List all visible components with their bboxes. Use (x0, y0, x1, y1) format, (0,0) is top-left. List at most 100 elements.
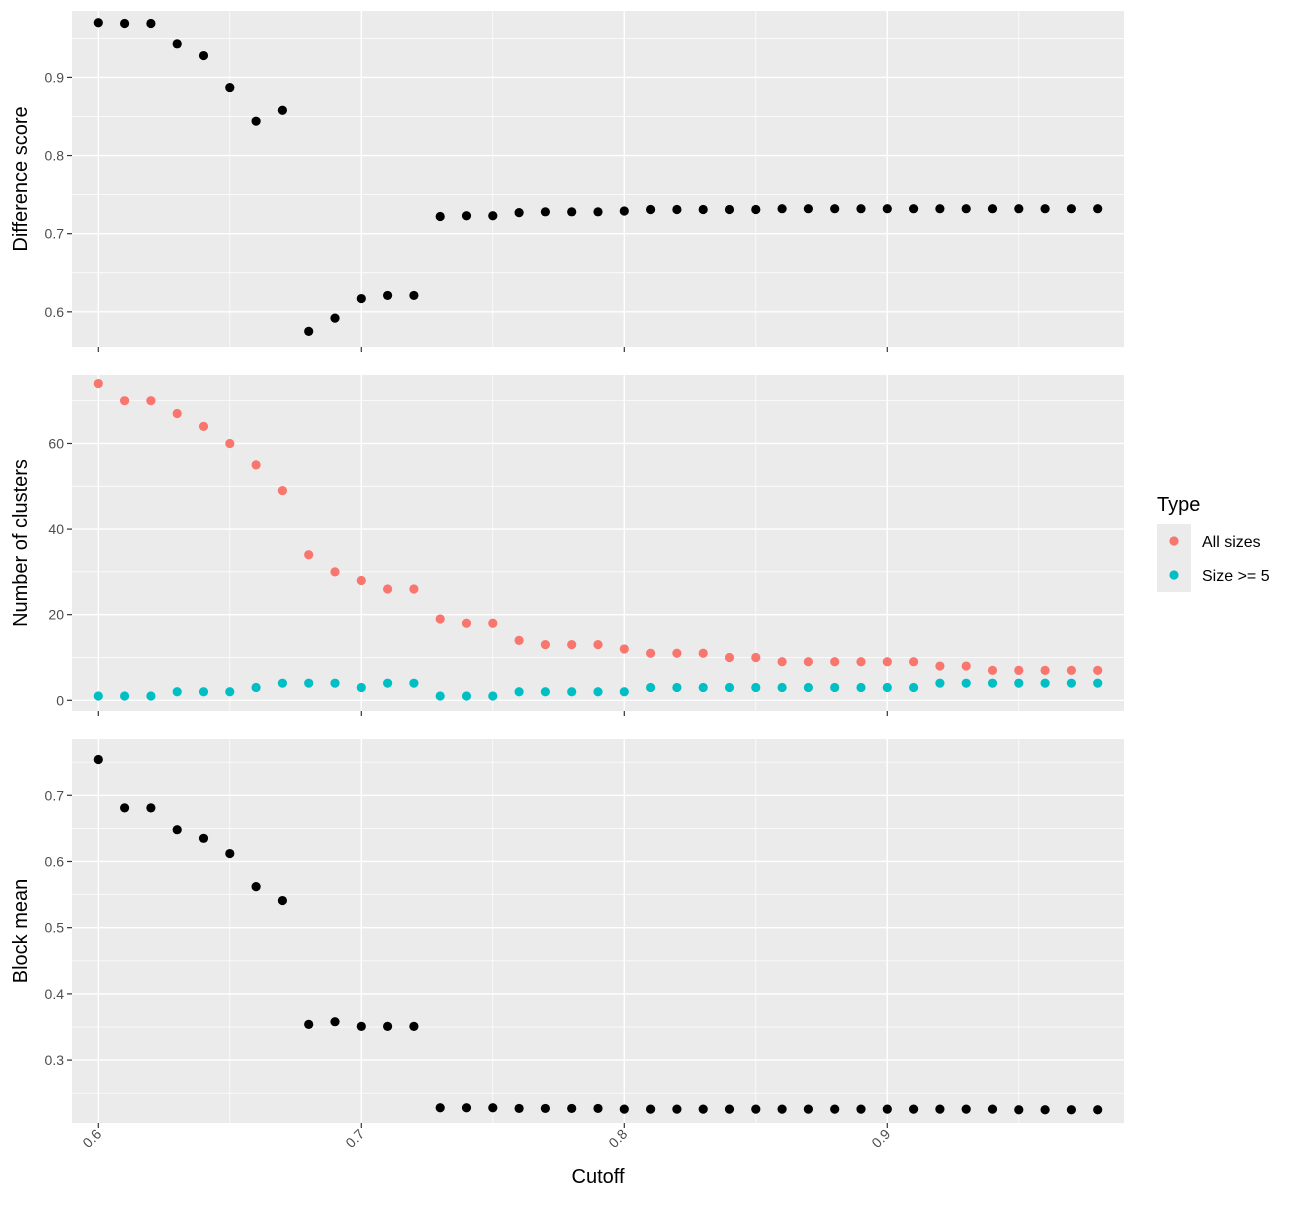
data-point (330, 313, 340, 323)
data-point (593, 1103, 603, 1114)
x-axis-title: Cutoff (572, 1166, 625, 1188)
data-point (961, 1104, 971, 1114)
panel-background (72, 739, 1124, 1123)
data-point (646, 648, 656, 658)
data-point (724, 204, 735, 215)
data-point (961, 678, 971, 688)
y-axis-title: Difference score (10, 106, 32, 251)
y-tick-label: 0 (56, 692, 64, 708)
data-point (304, 678, 314, 688)
data-point (935, 204, 945, 214)
data-point (277, 678, 287, 688)
data-point (461, 691, 472, 701)
data-point (619, 206, 629, 216)
data-point (409, 678, 419, 688)
data-point (435, 1103, 445, 1113)
data-point (93, 18, 103, 28)
data-point (751, 682, 761, 693)
data-point (1040, 204, 1050, 214)
data-point (330, 567, 340, 577)
data-point (304, 1019, 314, 1029)
legend-entry-label: All sizes (1202, 534, 1261, 551)
y-tick-label: 0.9 (45, 69, 65, 85)
data-point (1066, 1105, 1076, 1115)
data-point (830, 682, 840, 693)
data-point (987, 665, 998, 675)
data-point (1014, 1105, 1024, 1115)
legend: Type All sizes Size >= 5 (1157, 494, 1270, 592)
data-point (356, 575, 366, 586)
data-point (120, 396, 130, 406)
data-point (830, 1104, 840, 1114)
data-point (1040, 665, 1050, 675)
data-point (567, 1103, 577, 1114)
data-point (751, 204, 761, 215)
data-point (672, 204, 682, 215)
data-point (251, 116, 261, 126)
y-tick-label: 20 (48, 607, 64, 623)
data-point (383, 584, 393, 594)
data-point (540, 1103, 551, 1114)
data-point (646, 1104, 656, 1114)
data-point (277, 105, 287, 115)
data-point (304, 550, 314, 560)
data-point (198, 687, 209, 697)
y-tick-label: 60 (48, 435, 64, 451)
data-point (1093, 204, 1103, 214)
data-point (856, 204, 866, 214)
data-point (882, 657, 892, 667)
data-point (724, 682, 735, 693)
data-point (1040, 1105, 1050, 1115)
data-point (198, 421, 209, 431)
data-point (751, 1104, 761, 1114)
x-tick-label: 0.6 (79, 1126, 104, 1151)
data-point (909, 682, 919, 693)
data-point (225, 687, 235, 697)
data-point (593, 640, 603, 650)
data-point (198, 50, 209, 61)
y-tick-label: 40 (48, 521, 64, 537)
data-point (619, 1104, 629, 1114)
data-point (540, 207, 551, 217)
data-point (751, 652, 761, 663)
data-point (672, 1104, 682, 1114)
data-point (356, 1021, 366, 1031)
data-point (383, 678, 393, 688)
x-tick-label: 0.9 (868, 1126, 893, 1151)
y-tick-label: 0.7 (45, 787, 65, 803)
panel-background (72, 375, 1124, 711)
data-point (514, 635, 524, 645)
data-point (1093, 678, 1103, 688)
data-point (646, 204, 656, 215)
data-point (619, 687, 629, 697)
panel-3: 0.3 0.4 0.5 0.6 0.7 0.6 0.7 0.8 0.9 Block mean Cut… (10, 739, 1124, 1188)
data-point (1014, 665, 1024, 675)
data-point (251, 682, 261, 693)
data-point (120, 691, 130, 701)
data-point (1093, 1105, 1103, 1115)
series-size-5 (93, 678, 1103, 701)
data-point (514, 687, 524, 697)
data-point (777, 682, 787, 693)
data-point (330, 678, 340, 688)
data-point (1066, 665, 1076, 675)
data-point (593, 207, 603, 217)
data-point (935, 1104, 945, 1114)
data-point (356, 293, 366, 304)
data-point (803, 1104, 814, 1114)
data-point (93, 691, 103, 701)
data-point (698, 648, 708, 658)
data-point (646, 682, 656, 693)
data-point (146, 18, 156, 29)
data-point (383, 1021, 393, 1031)
data-point (120, 18, 130, 29)
data-point (356, 682, 366, 693)
data-point (1040, 678, 1050, 688)
data-point (409, 1021, 419, 1031)
data-point (225, 82, 235, 93)
data-point (488, 691, 498, 701)
y-tick-label: 0.5 (45, 920, 65, 936)
data-point (540, 687, 551, 697)
data-point (777, 204, 787, 214)
y-tick-label: 0.3 (45, 1052, 65, 1068)
